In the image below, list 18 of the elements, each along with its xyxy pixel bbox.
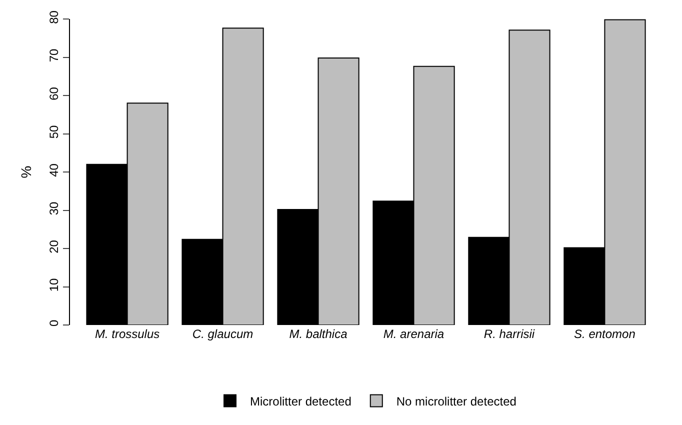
x-tick-label: M. trossulus [94,327,160,341]
y-tick-label: 30 [47,201,62,216]
x-tick-label: R. harrisii [484,327,535,341]
x-tick-label: M. arenaria [383,327,444,341]
y-tick-label: 0 [47,320,62,327]
x-tick-label: C. glaucum [192,327,254,341]
y-tick-label: 40 [47,163,62,177]
y-tick-label: 80 [47,10,62,24]
legend-label: Microlitter detected [250,394,352,408]
y-tick-label: 10 [47,278,62,292]
y-tick-label: 60 [47,86,62,100]
y-axis-title: % [18,166,34,178]
x-tick-label: M. balthica [289,327,348,341]
y-tick-label: 70 [47,48,62,62]
x-tick-label: S. entomon [574,327,636,341]
y-tick-label: 50 [47,124,62,139]
y-tick-label: 20 [47,240,62,254]
legend-label: No microlitter detected [396,394,516,408]
